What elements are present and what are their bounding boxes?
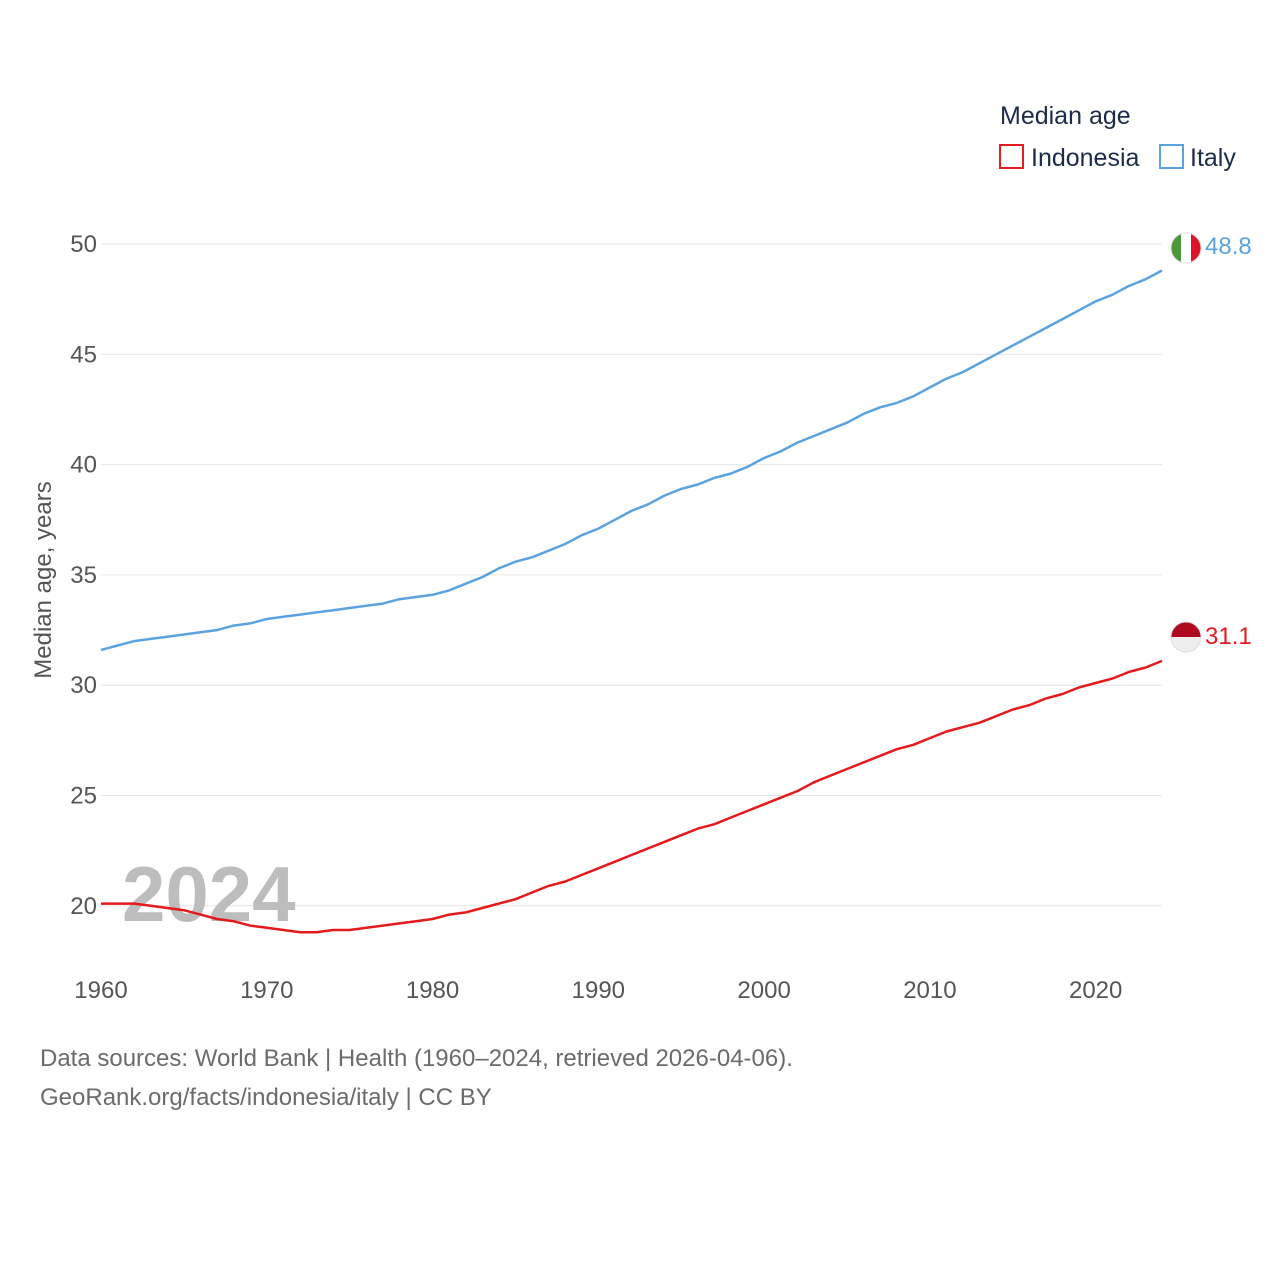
legend-swatch-italy[interactable] [1159, 144, 1184, 169]
indonesia-end-value: 31.1 [1205, 623, 1252, 650]
legend-label-italy[interactable]: Italy [1190, 144, 1236, 172]
x-tick-2020: 2020 [1069, 977, 1122, 1004]
indonesia-flag-border [1170, 621, 1202, 653]
legend-label-indonesia[interactable]: Indonesia [1031, 144, 1140, 172]
y-axis-ticks: 20 25 30 35 40 45 50 [70, 231, 97, 920]
x-tick-1990: 1990 [572, 977, 625, 1004]
x-tick-1980: 1980 [406, 977, 459, 1004]
y-tick-40: 40 [70, 452, 97, 479]
y-tick-30: 30 [70, 672, 97, 699]
legend: Median age Indonesia Italy [999, 102, 1236, 172]
y-tick-50: 50 [70, 231, 97, 258]
x-tick-1960: 1960 [74, 977, 127, 1004]
series-lines [100, 269, 1163, 934]
y-tick-35: 35 [70, 562, 97, 589]
source-url[interactable]: GeoRank.org/facts/indonesia/italy | CC B… [40, 1084, 492, 1111]
indonesia-flag-icon [1171, 622, 1201, 652]
y-tick-45: 45 [70, 341, 97, 368]
year-watermark: 2024 [122, 850, 296, 938]
gridlines [101, 243, 1162, 907]
series-line-indonesia[interactable] [101, 659, 1163, 934]
series-line-italy[interactable] [100, 269, 1163, 652]
italy-end-value: 48.8 [1205, 233, 1252, 260]
legend-swatch-indonesia[interactable] [999, 144, 1024, 169]
x-tick-2010: 2010 [903, 977, 956, 1004]
y-tick-25: 25 [70, 782, 97, 809]
y-axis-label: Median age, years [30, 481, 57, 678]
x-tick-2000: 2000 [737, 977, 790, 1004]
italy-flag-icon [1171, 233, 1201, 263]
italy-flag-border [1170, 232, 1202, 264]
source-note: Data sources: World Bank | Health (1960–… [40, 1045, 793, 1072]
y-tick-20: 20 [70, 893, 97, 920]
legend-title: Median age [1000, 102, 1131, 130]
x-tick-1970: 1970 [240, 977, 293, 1004]
x-axis-ticks: 1960 1970 1980 1990 2000 2010 2020 [74, 977, 1122, 1004]
